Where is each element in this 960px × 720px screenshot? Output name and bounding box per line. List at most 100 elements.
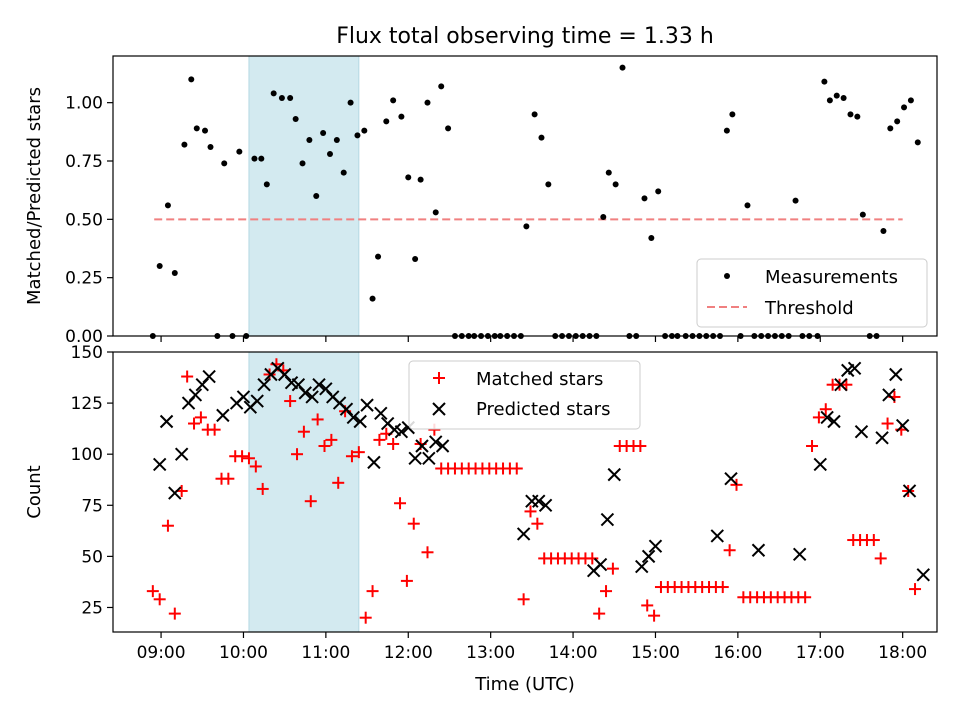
- matched-star-point: [332, 476, 345, 489]
- predicted-star-point: [792, 547, 807, 562]
- predicted-star-point: [298, 386, 312, 400]
- measurement-point: [432, 209, 439, 216]
- matched-star-point: [194, 411, 207, 424]
- measurement-point: [833, 92, 840, 99]
- predicted-star-point: [895, 418, 910, 433]
- measurement-point: [792, 197, 799, 204]
- matched-star-point: [304, 495, 317, 508]
- predicted-star-point: [415, 439, 429, 453]
- measurement-point: [417, 176, 424, 183]
- y-tick-label: 50: [81, 547, 103, 567]
- matched-star-point: [874, 552, 887, 565]
- legend-matched-label: Matched stars: [476, 369, 603, 390]
- measurement-point: [193, 125, 200, 132]
- predicted-star-point: [516, 527, 531, 541]
- measurement-point: [188, 76, 195, 83]
- x-axis-label: Time (UTC): [474, 674, 575, 695]
- predicted-star-point: [168, 486, 182, 500]
- predicted-star-point: [257, 377, 271, 392]
- predicted-star-point: [902, 484, 917, 498]
- predicted-star-point: [600, 512, 615, 527]
- matched-star-point: [256, 482, 269, 495]
- top-y-ticks: 0.00 0.25 0.50 0.75 1.00: [65, 94, 113, 347]
- measurement-point: [333, 137, 340, 143]
- matched-star-point: [421, 546, 434, 559]
- top-y-axis-label: Matched/Predicted stars: [24, 87, 45, 305]
- matched-star-point: [600, 585, 613, 598]
- matched-star-point: [806, 440, 819, 453]
- matched-star-point: [366, 585, 379, 598]
- measurement-point: [405, 174, 412, 181]
- matched-star-point: [648, 609, 661, 622]
- predicted-star-point: [710, 529, 724, 543]
- measurement-point: [258, 155, 265, 162]
- predicted-star-point: [641, 549, 656, 564]
- x-tick-label: 11:00: [301, 643, 350, 663]
- predicted-star-point: [916, 568, 930, 582]
- measurement-point: [545, 181, 552, 188]
- measurement-point: [361, 127, 368, 134]
- matched-star-point: [812, 411, 825, 424]
- bottom-panel: 25 50 75 100 125 150 09:00 10:00 11:00 12:00 13:0…: [24, 343, 938, 695]
- x-tick-label: 10:00: [219, 643, 268, 663]
- predicted-star-point: [875, 431, 889, 445]
- measurement-point: [369, 295, 376, 302]
- top-plot-frame: [112, 55, 938, 337]
- matched-star-point: [168, 607, 181, 620]
- predicted-star-point: [216, 408, 230, 423]
- predicted-star-point: [394, 425, 409, 439]
- measurement-point: [894, 118, 901, 125]
- matched-star-point: [345, 450, 358, 463]
- y-tick-label: 75: [81, 496, 103, 516]
- measurement-point: [438, 83, 445, 90]
- measurement-point: [263, 181, 270, 188]
- matched-star-point: [236, 450, 249, 463]
- predicted-star-point: [538, 498, 553, 512]
- legend-predicted-label: Predicted stars: [476, 399, 610, 420]
- predicted-star-point: [847, 361, 862, 376]
- top-legend: Measurements Threshold: [696, 258, 928, 328]
- highlight-span-rect: [248, 351, 360, 633]
- matched-star-point: [593, 607, 606, 620]
- top-highlight-span: [248, 55, 360, 337]
- measurement-point: [181, 141, 188, 148]
- measurement-point: [299, 160, 306, 167]
- predicted-star-point: [188, 388, 203, 402]
- predicted-star-point: [435, 439, 450, 453]
- matched-star-point: [641, 599, 654, 612]
- matched-star-point: [867, 534, 880, 547]
- predicted-star-point: [422, 451, 436, 465]
- y-tick-label: 100: [71, 445, 103, 465]
- matched-star-point: [318, 440, 331, 453]
- predicted-star-point: [374, 406, 388, 421]
- y-tick-label: 0.75: [65, 152, 103, 172]
- predicted-star-point: [202, 369, 216, 384]
- predicted-star-point: [607, 467, 621, 482]
- matched-star-point: [325, 433, 338, 446]
- measurement-point: [445, 125, 452, 132]
- y-tick-label: 150: [71, 343, 103, 363]
- matched-star-point: [517, 593, 530, 606]
- measurement-point: [821, 78, 828, 85]
- measurement-point: [383, 118, 390, 125]
- measurement-point: [156, 263, 163, 269]
- measurement-point: [398, 113, 405, 120]
- legend-predicted-marker: [432, 402, 446, 416]
- legend-measurements-marker: [724, 273, 730, 279]
- matched-star-point: [373, 433, 386, 446]
- matched-star-point: [716, 581, 729, 594]
- matched-star-point: [311, 413, 324, 426]
- predicted-star-point: [159, 414, 174, 429]
- measurement-point: [306, 137, 313, 143]
- measurement-point: [914, 139, 921, 146]
- matched-star-point: [400, 574, 413, 587]
- y-tick-label: 0.00: [65, 327, 103, 347]
- matched-star-point: [153, 593, 166, 606]
- predicted-star-point: [820, 410, 834, 425]
- predicted-star-point: [346, 410, 361, 425]
- bottom-highlight-span: [248, 351, 360, 633]
- measurement-point: [723, 127, 730, 134]
- x-tick-label: 18:00: [878, 643, 927, 663]
